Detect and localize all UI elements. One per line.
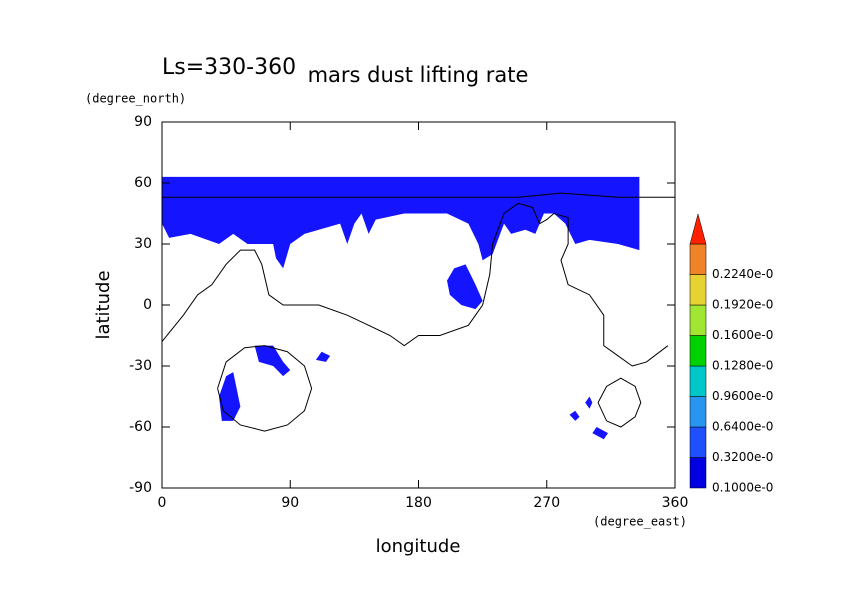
dust-region	[447, 264, 483, 310]
x-tick-label: 180	[405, 495, 432, 511]
colorbar-box	[689, 396, 707, 428]
colorbar-box	[689, 426, 707, 458]
dust-region	[569, 410, 580, 421]
x-tick-label: 90	[281, 495, 299, 511]
colorbar-box	[689, 243, 707, 275]
colorbar-label: 0.1280e-0	[712, 359, 773, 373]
plot-area	[161, 176, 675, 440]
contour-line	[597, 377, 642, 428]
annotation: Ls=330-360	[162, 55, 296, 80]
dust-region	[585, 396, 593, 409]
contour-line	[162, 192, 675, 198]
colorbar-label: 0.2240e-0	[712, 267, 773, 281]
dust-region	[254, 345, 291, 377]
chart-title: mars dust lifting rate	[308, 63, 529, 87]
y-tick-label: -30	[129, 358, 152, 374]
x-tick-label: 270	[533, 495, 560, 511]
y-tick-label: 30	[134, 236, 152, 252]
contour-line	[217, 345, 313, 432]
x-tick-label: 0	[158, 495, 167, 511]
colorbar-extend	[689, 213, 707, 245]
dust-region	[162, 176, 640, 269]
dust-region	[315, 351, 331, 362]
dust-region	[219, 372, 241, 421]
colorbar-box	[689, 335, 707, 367]
colorbar-box	[689, 274, 707, 306]
y-axis-label: latitude	[93, 270, 114, 339]
x-axis-label: longitude	[376, 536, 461, 557]
x-unit: (degree_east)	[593, 515, 687, 529]
colorbar-label: 0.3200e-0	[712, 450, 773, 464]
y-tick-label: -60	[129, 419, 152, 435]
colorbar-label: 0.6400e-0	[712, 420, 773, 434]
y-tick-label: 0	[143, 297, 152, 313]
colorbar-label: 0.9600e-0	[712, 389, 773, 403]
colorbar-label: 0.1920e-0	[712, 298, 773, 312]
colorbar-box	[689, 365, 707, 397]
colorbar-box	[689, 304, 707, 336]
colorbar-label: 0.1600e-0	[712, 328, 773, 342]
contour-line	[161, 202, 669, 367]
y-tick-label: 60	[134, 175, 152, 191]
y-tick-label: 90	[134, 114, 152, 130]
x-tick-label: 360	[662, 495, 689, 511]
y-tick-label: -90	[129, 480, 152, 496]
colorbar-box	[689, 457, 707, 489]
dust-region	[592, 427, 609, 440]
colorbar-label: 0.1000e-0	[712, 481, 773, 495]
y-unit: (degree_north)	[85, 92, 186, 106]
